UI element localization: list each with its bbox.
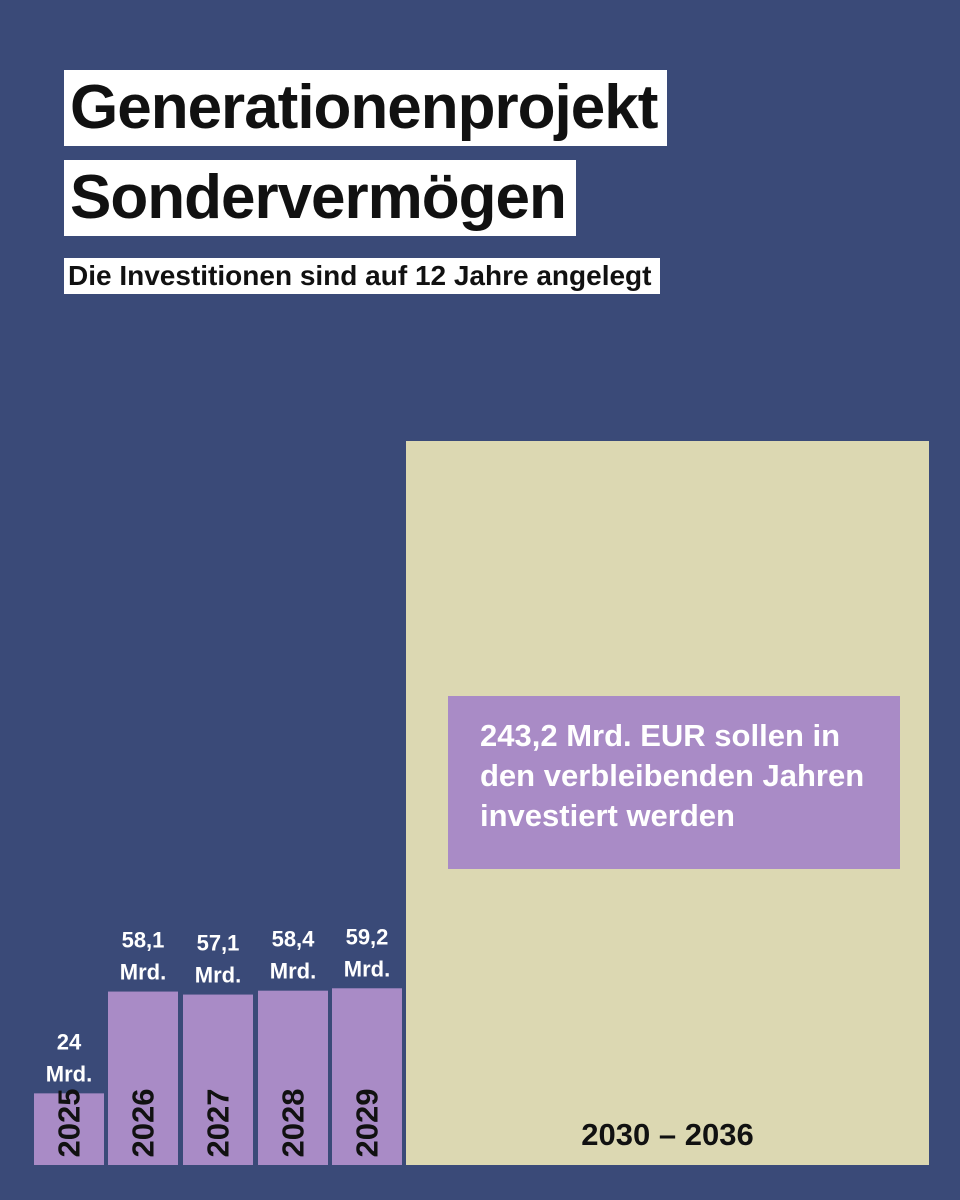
- bar-value-label-2028-unit: Mrd.: [270, 959, 316, 984]
- bar-2025: [34, 1093, 104, 1165]
- bar-2028: [258, 990, 328, 1165]
- bar-value-label-2025: 24: [57, 1029, 82, 1054]
- chart-title-line-1: Generationenprojekt: [64, 70, 668, 146]
- bar-category-label-2029: 2029: [350, 1089, 385, 1158]
- chart-title-line-2: Sondervermögen: [64, 160, 576, 236]
- bar-value-label-2028: 58,4: [272, 927, 316, 952]
- bar-value-label-2026: 58,1: [122, 928, 165, 953]
- bar-category-label-2027: 2027: [201, 1089, 236, 1158]
- chart-subtitle: Die Investitionen sind auf 12 Jahre ange…: [64, 258, 660, 294]
- bar-category-label-2025: 2025: [52, 1089, 87, 1158]
- bar-value-label-2025-unit: Mrd.: [46, 1061, 92, 1086]
- bar-category-label-2030-2036: 2030 – 2036: [581, 1117, 753, 1152]
- bar-value-label-2029-unit: Mrd.: [344, 956, 390, 981]
- bar-value-label-2029: 59,2: [346, 924, 389, 949]
- bar-value-label-2027-unit: Mrd.: [195, 963, 241, 988]
- bar-value-label-2026-unit: Mrd.: [120, 960, 166, 985]
- bar-2027: [183, 994, 253, 1165]
- bar-category-label-2026: 2026: [126, 1089, 161, 1158]
- bar-category-label-2028: 2028: [276, 1089, 311, 1158]
- bar-value-label-2027: 57,1: [197, 931, 240, 956]
- bar-2026: [108, 991, 178, 1165]
- bar-2029: [332, 988, 402, 1165]
- annotation-box: 243,2 Mrd. EUR sollen in den verbleibend…: [448, 696, 900, 869]
